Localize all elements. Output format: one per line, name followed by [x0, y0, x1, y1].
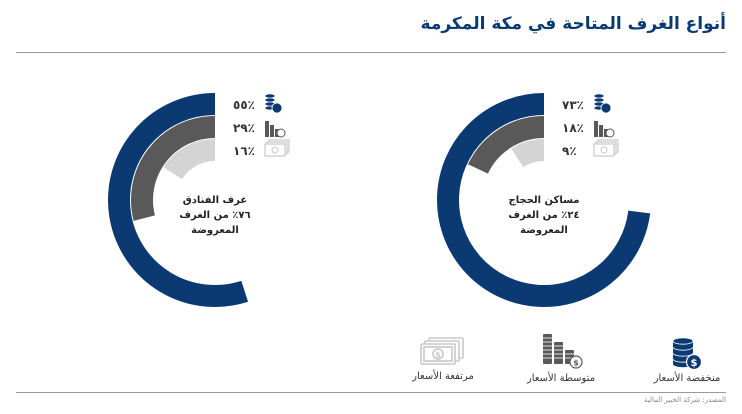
banknote	[593, 143, 615, 157]
coin	[593, 97, 605, 103]
coin-column	[599, 125, 603, 137]
legend-low-label: منخفضة الأسعار	[653, 373, 721, 384]
ring-arc-high	[511, 139, 545, 168]
hotel-rooms-label: غرف الفنادق ٧٦٪ من الغرف المعروضة	[160, 193, 270, 238]
dollar-coin	[605, 128, 615, 138]
banknotes-icon: $	[420, 337, 464, 365]
pilgrim-housing-label: مساكن الحجاج ٢٤٪ من الغرف المعروضة	[489, 193, 599, 238]
pilgrim-housing-label-line2: ٢٤٪ من الغرف	[508, 210, 580, 221]
dollar-coin	[271, 102, 283, 114]
percent-label: ٩٪	[562, 144, 577, 158]
svg-text:$: $	[435, 351, 441, 360]
coins-columns-icon: $	[543, 334, 583, 369]
ring-arc-mid	[131, 116, 216, 221]
footer-divider	[16, 392, 726, 393]
svg-text:$: $	[691, 358, 698, 369]
source-note: المصدر: شركة الخبير المالية	[643, 396, 726, 404]
percent-label: ١٦٪	[233, 144, 255, 158]
chart-hotel-rooms: ٥٥٪ ٢٩٪ ١٦٪	[108, 93, 290, 307]
hotel-rooms-label-line1: غرف الفنادق	[182, 195, 248, 206]
ring-arc-high	[163, 139, 216, 180]
percent-label: ٢٩٪	[233, 121, 255, 135]
legend-mid: $ متوسطة الأسعار	[516, 330, 606, 384]
chart-pilgrim-housing: ٧٣٪ ١٨٪ ٩٪	[437, 93, 651, 307]
ring-arc-mid	[467, 116, 545, 174]
hotel-rooms-label-line3: المعروضة	[191, 225, 239, 236]
hotel-rooms-label-line2: ٧٦٪ من الغرف	[179, 210, 251, 221]
legend-high: $ مرتفعة الأسعار	[398, 336, 488, 382]
coin	[264, 97, 276, 103]
pilgrim-housing-label-line3: المعروضة	[520, 225, 568, 236]
banknote-seal	[271, 146, 279, 154]
percent-label: ٧٣٪	[562, 98, 584, 112]
ring-arc-low	[108, 93, 249, 307]
page-title: أنواع الغرف المتاحة في مكة المكرمة	[420, 14, 726, 34]
coin-column	[265, 121, 269, 137]
svg-text:$: $	[573, 359, 579, 368]
ring-arc-low	[437, 93, 651, 307]
coin-column	[594, 121, 598, 137]
coin	[264, 93, 276, 99]
dollar-coin	[600, 102, 612, 114]
banknote	[264, 143, 286, 157]
dollar-coin	[276, 128, 286, 138]
banknote-seal	[600, 146, 608, 154]
percent-label: ١٨٪	[562, 121, 584, 135]
coin-stack-icon: $	[672, 337, 702, 370]
legend-high-label: مرتفعة الأسعار	[412, 371, 474, 382]
percent-label: ٥٥٪	[233, 98, 255, 112]
coin-column	[270, 125, 274, 137]
pilgrim-housing-label-line1: مساكن الحجاج	[508, 195, 580, 206]
legend-low: $ منخفضة الأسعار	[642, 334, 732, 384]
coin	[593, 93, 605, 99]
legend-mid-label: متوسطة الأسعار	[526, 373, 596, 384]
title-divider	[16, 52, 726, 53]
